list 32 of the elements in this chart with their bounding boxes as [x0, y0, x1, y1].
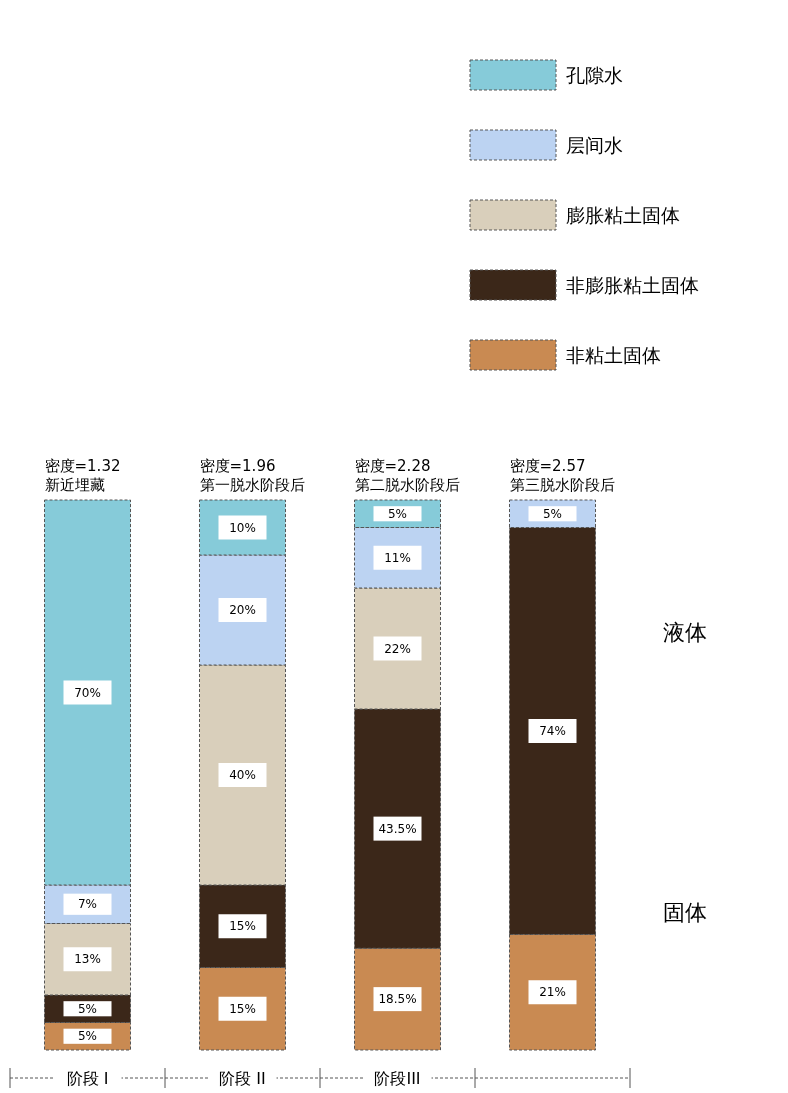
data-label: 40%	[229, 768, 256, 782]
legend-label: 膨胀粘土固体	[566, 204, 680, 226]
text: 密度=1.32 新近埋藏	[44, 457, 121, 494]
text: 固体	[663, 900, 707, 925]
data-label: 70%	[74, 685, 101, 700]
text: 密度=2.28 第二脱水阶段后	[354, 457, 460, 494]
text: 密度=1.96 第一脱水阶段后	[199, 457, 305, 494]
data-label: 7%	[77, 897, 98, 912]
x-tick-label: 阶段III	[374, 1069, 421, 1088]
data-label: 10%	[229, 520, 256, 535]
legend-label: 非膨胀粘土固体	[566, 274, 699, 296]
data-label: 13%	[74, 952, 101, 967]
data-label: 5%	[542, 506, 563, 521]
data-label: 18.5%	[378, 992, 417, 1007]
data-label: 15%	[229, 919, 256, 934]
x-tick-label: 阶段 I	[66, 1069, 109, 1088]
data-label: 5%	[387, 506, 408, 521]
data-label: 22%	[384, 641, 411, 656]
data-label: 15%	[229, 1001, 256, 1016]
data-label: 43.5%	[378, 821, 417, 836]
data-label: 74%	[539, 724, 566, 738]
text: 密度=2.57 第三脱水阶段后	[509, 457, 615, 494]
data-label: 20%	[229, 603, 256, 617]
x-tick-label: 阶段 II	[219, 1069, 266, 1088]
legend-label: 层间水	[566, 134, 623, 156]
data-label: 5%	[77, 1001, 98, 1016]
legend-label: 非粘土固体	[566, 344, 661, 366]
data-label: 5%	[77, 1029, 98, 1044]
text: 液体	[663, 620, 707, 645]
legend-label: 孔隙水	[566, 64, 623, 86]
data-label: 11%	[384, 550, 411, 565]
data-label: 21%	[539, 985, 566, 1000]
